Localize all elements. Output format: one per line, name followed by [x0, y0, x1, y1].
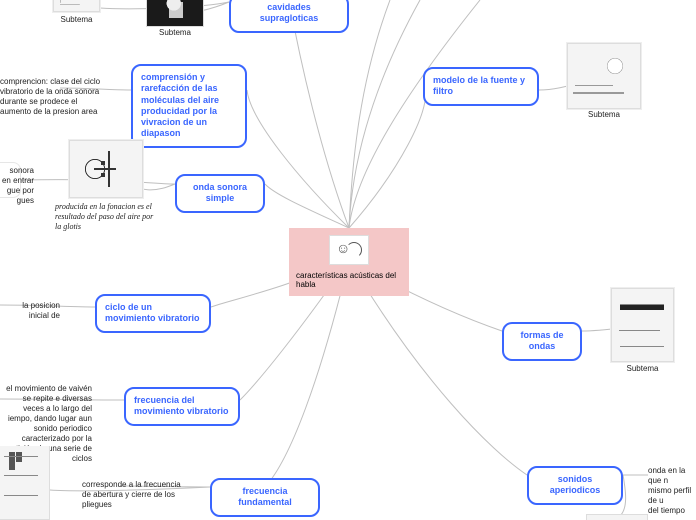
thumb-1	[53, 0, 100, 12]
thumb-3	[567, 43, 641, 109]
topic-aperiodicos[interactable]: sonidos aperiodicos	[527, 466, 623, 505]
topic-onda-simple[interactable]: onda sonora simple	[175, 174, 265, 213]
thumb-3-caption: Subtema	[567, 110, 641, 119]
note-onda-right: onda en la que n mismo perfil de u del t…	[648, 466, 696, 516]
thumb-4	[69, 140, 143, 198]
thumb-2-caption: Subtema	[146, 28, 204, 37]
thumb-1-caption: Subtema	[53, 15, 100, 24]
note-sonora: sonora en entrar gue por gues	[0, 166, 34, 206]
topic-modelo[interactable]: modelo de la fuente y filtro	[423, 67, 539, 106]
topic-frecuencia-mov[interactable]: frecuencia del movimiento vibratorio	[124, 387, 240, 426]
topic-comprension[interactable]: comprensión y rarefacción de las molécul…	[131, 64, 247, 148]
speech-profile-icon	[329, 235, 369, 265]
note-producida: producida en la fonacion es el resultado…	[55, 202, 155, 232]
central-topic[interactable]: características acústicas del habla	[289, 228, 409, 296]
mindmap-canvas: características acústicas del habla cavi…	[0, 0, 696, 520]
topic-formas[interactable]: formas de ondas	[502, 322, 582, 361]
central-icon-wrap	[296, 235, 402, 267]
note-corresponde: corresponde a la frecuencia de abertura …	[82, 480, 186, 510]
thumb-5	[611, 288, 674, 362]
note-comprencion: comprencion: clase del ciclo vibratorio …	[0, 77, 104, 117]
central-title: características acústicas del habla	[296, 271, 402, 289]
topic-ciclo[interactable]: ciclo de un movimiento vibratorio	[95, 294, 211, 333]
note-posicion: la posicion inicial de	[0, 301, 60, 321]
topic-fundamental[interactable]: frecuencia fundamental	[210, 478, 320, 517]
thumb-7	[586, 514, 648, 520]
thumb-6	[0, 446, 50, 520]
thumb-5-caption: Subtema	[611, 364, 674, 373]
topic-cavidades[interactable]: cavidades supragloticas	[229, 0, 349, 33]
thumb-2	[146, 0, 204, 27]
